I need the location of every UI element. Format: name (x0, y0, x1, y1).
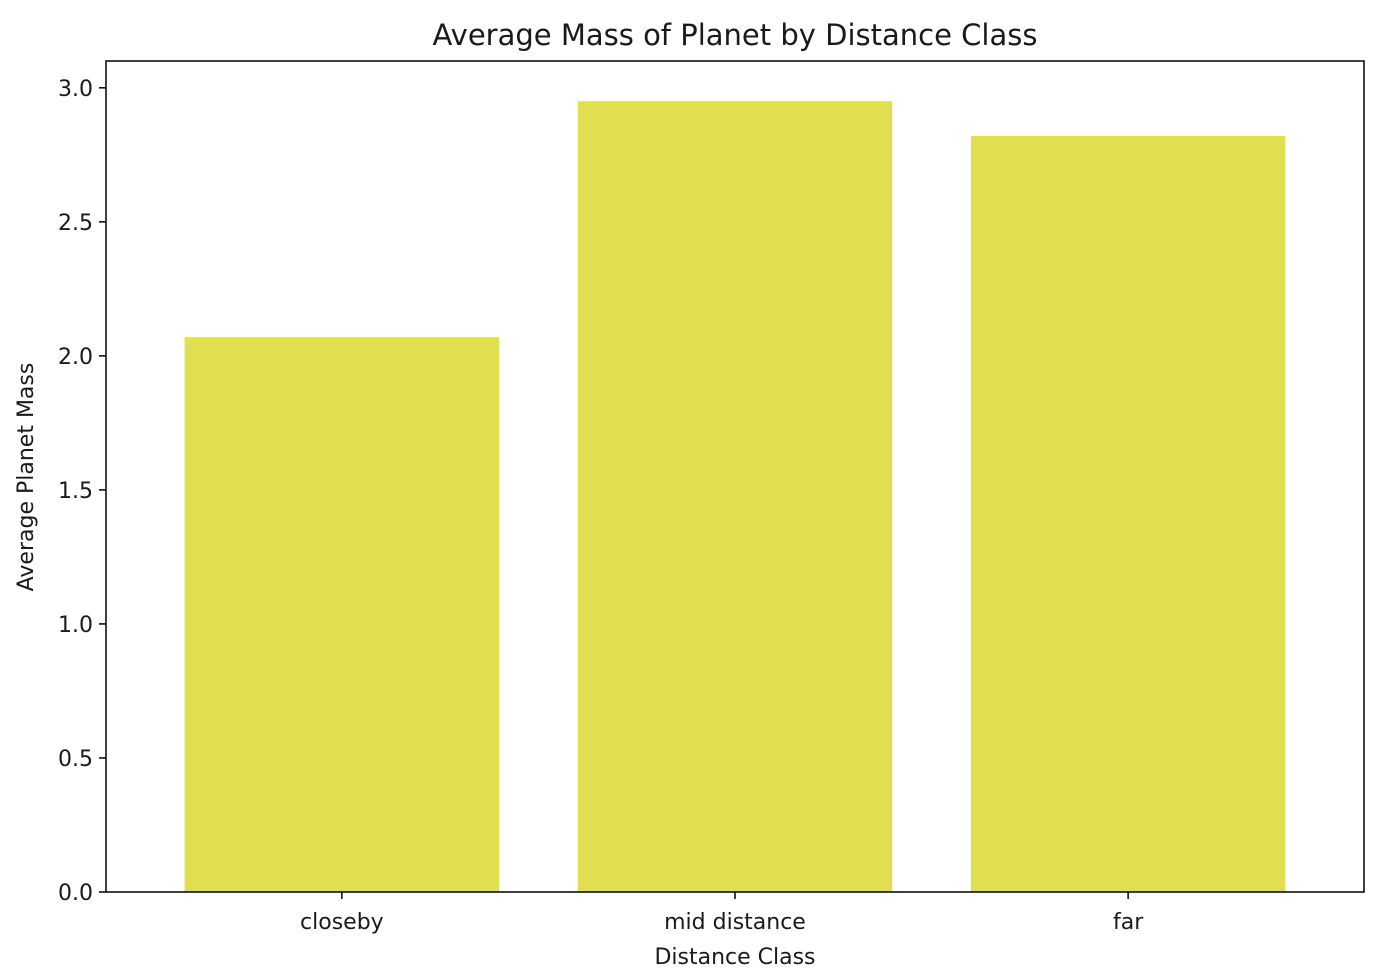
x-axis: closeby mid distance far (300, 892, 1144, 935)
y-tick-label: 1.5 (58, 479, 93, 504)
x-tick-label: mid distance (664, 910, 806, 935)
bar-closeby (184, 337, 500, 892)
plot-frame (105, 60, 1365, 893)
x-axis-label: Distance Class (654, 945, 815, 970)
x-tick-label: closeby (300, 910, 384, 935)
y-tick-label: 3.0 (58, 77, 93, 102)
y-axis-label: Average Planet Mass (14, 363, 39, 592)
y-tick-label: 0.0 (58, 881, 93, 906)
chart-title: Average Mass of Planet by Distance Class (433, 18, 1038, 52)
y-tick-label: 2.5 (58, 211, 93, 236)
y-tick-label: 0.5 (58, 747, 93, 772)
x-tick-label: far (1113, 910, 1144, 935)
bar-far (970, 136, 1286, 893)
y-tick-label: 1.0 (58, 613, 93, 638)
y-axis: 0.0 0.5 1.0 1.5 2.0 2.5 3.0 (58, 77, 106, 906)
y-tick-label: 2.0 (58, 345, 93, 370)
bar-mid-distance (577, 101, 893, 893)
bars-group (184, 101, 1286, 893)
